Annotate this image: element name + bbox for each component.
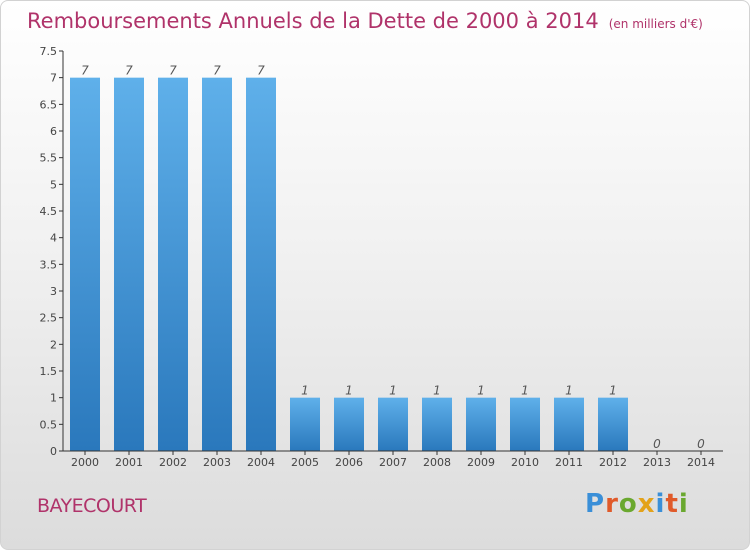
- y-tick-label: 7: [50, 72, 57, 85]
- data-label-2009: 1: [477, 384, 485, 398]
- x-tick-label-2006: 2006: [335, 456, 363, 469]
- x-tick-label-2001: 2001: [115, 456, 143, 469]
- x-tick-label-2002: 2002: [159, 456, 187, 469]
- y-tick-label: 0: [50, 445, 57, 458]
- data-label-2003: 7: [213, 64, 221, 78]
- x-tick-label-2013: 2013: [643, 456, 671, 469]
- proxiti-logo: Proxiti: [585, 489, 689, 519]
- logo-letter: r: [605, 489, 619, 519]
- y-tick-label: 0.5: [40, 418, 58, 431]
- x-tick-label-2007: 2007: [379, 456, 407, 469]
- logo-letter: i: [655, 489, 666, 519]
- x-tick-label-2003: 2003: [203, 456, 231, 469]
- bar-2004: [246, 77, 276, 452]
- x-tick-label-2009: 2009: [467, 456, 495, 469]
- bar-2005: [290, 397, 320, 451]
- x-tick-label-2005: 2005: [291, 456, 319, 469]
- data-label-2000: 7: [81, 64, 89, 78]
- y-tick-label: 2: [50, 338, 57, 351]
- bar-2007: [378, 397, 408, 451]
- y-tick-label: 6: [50, 125, 57, 138]
- bar-2006: [334, 397, 364, 451]
- bar-2010: [510, 397, 540, 451]
- bars-group: 7 7 7 7 7 1 1 1 1 1 1 1 1 0 0: [70, 64, 705, 452]
- commune-name: BAYECOURT: [37, 495, 147, 517]
- y-tick-label: 4.5: [40, 205, 58, 218]
- data-label-2006: 1: [345, 384, 353, 398]
- y-tick-label: 6.5: [40, 98, 58, 111]
- data-label-2014: 0: [697, 437, 705, 451]
- y-tick-label: 5: [50, 178, 57, 191]
- x-tick-label-2008: 2008: [423, 456, 451, 469]
- bar-2009: [466, 397, 496, 451]
- y-tick-label: 3.5: [40, 258, 58, 271]
- data-label-2001: 7: [125, 64, 133, 78]
- y-axis: 0 0.5 1 1.5 2 2.5 3 3.5 4 4.5 5 5.5 6 6.5 7 7.5: [40, 45, 64, 458]
- y-tick-label: 5.5: [40, 152, 58, 165]
- logo-letter: x: [637, 489, 656, 519]
- data-label-2004: 7: [257, 64, 265, 78]
- x-tick-label-2014: 2014: [687, 456, 715, 469]
- bar-2001: [114, 77, 144, 452]
- x-tick-label-2010: 2010: [511, 456, 539, 469]
- y-tick-label: 1.5: [40, 365, 58, 378]
- data-label-2010: 1: [521, 384, 529, 398]
- x-tick-label-2000: 2000: [71, 456, 99, 469]
- bar-2008: [422, 397, 452, 451]
- chart-unit: (en milliers d'€): [608, 17, 703, 31]
- logo-letter: P: [585, 489, 606, 519]
- y-tick-label: 7.5: [40, 45, 58, 58]
- x-tick-label-2012: 2012: [599, 456, 627, 469]
- y-tick-label: 4: [50, 232, 57, 245]
- bar-2003: [202, 77, 232, 452]
- logo-letter: o: [618, 489, 638, 519]
- data-label-2007: 1: [389, 384, 397, 398]
- chart-title-text: Remboursements Annuels de la Dette de 20…: [27, 9, 599, 33]
- bar-2002: [158, 77, 188, 452]
- x-tick-label-2004: 2004: [247, 456, 275, 469]
- y-tick-label: 2.5: [40, 312, 58, 325]
- x-axis: 2000 2001 2002 2003 2004 2005 2006 2007 2008 2009…: [63, 450, 723, 469]
- data-label-2008: 1: [433, 384, 441, 398]
- data-label-2013: 0: [653, 437, 661, 451]
- data-label-2012: 1: [609, 384, 617, 398]
- bar-2011: [554, 397, 584, 451]
- logo-letter: i: [678, 489, 689, 519]
- logo-letter: t: [665, 489, 679, 519]
- data-label-2005: 1: [301, 384, 309, 398]
- chart-title: Remboursements Annuels de la Dette de 20…: [27, 9, 703, 33]
- y-tick-label: 3: [50, 285, 57, 298]
- data-label-2011: 1: [565, 384, 573, 398]
- bar-2012: [598, 397, 628, 451]
- bar-2000: [70, 77, 100, 452]
- x-tick-label-2011: 2011: [555, 456, 583, 469]
- y-tick-label: 1: [50, 392, 57, 405]
- data-label-2002: 7: [169, 64, 177, 78]
